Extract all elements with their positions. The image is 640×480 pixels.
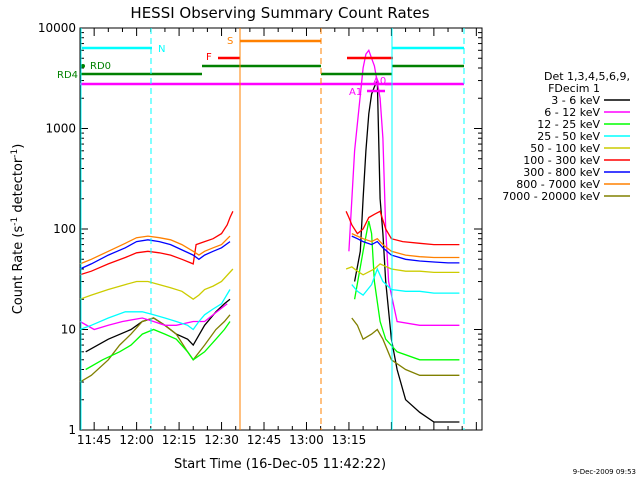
legend-label: 25 - 50 keV [537, 130, 600, 143]
state-label-f: F [206, 52, 212, 63]
chart-title: HESSI Observing Summary Count Rates [130, 4, 429, 22]
x-axis-label: Start Time (16-Dec-05 11:42:22) [174, 457, 386, 472]
y-tick-label: 1 [68, 423, 76, 437]
legend-header-1: Det 1,3,4,5,6,9, [544, 70, 630, 83]
y-tick-label: 10 [61, 323, 76, 337]
legend-label: 6 - 12 keV [544, 106, 600, 119]
rd0-marker [81, 64, 85, 68]
series-line [79, 303, 228, 331]
series-line [351, 235, 460, 264]
series-line [351, 267, 460, 296]
series-line [79, 211, 234, 276]
y-tick-label: 10000 [38, 21, 76, 35]
state-transition-lines [80, 28, 465, 430]
legend-label: 3 - 6 keV [551, 94, 600, 107]
legend-label: 50 - 100 keV [530, 142, 600, 155]
state-label-n-left: N [158, 44, 165, 55]
y-tick-label: 100 [53, 222, 76, 236]
series-line [345, 263, 460, 276]
series-line [345, 210, 460, 246]
series-lines [79, 48, 460, 423]
x-tick-labels: 11:45 12:00 12:15 12:30 12:45 13:00 13:15 [77, 433, 366, 447]
series-line [85, 321, 231, 371]
series-line [353, 220, 460, 361]
legend-header-2: FDecim 1 [548, 82, 600, 95]
x-tick-label: 12:15 [162, 433, 197, 447]
legend-label: 800 - 7000 keV [516, 178, 600, 191]
state-label-rd0: RD0 [90, 61, 111, 72]
state-label-a0: A0 [373, 76, 386, 87]
series-line [79, 289, 231, 331]
series-line [348, 48, 460, 326]
series-line [351, 233, 460, 259]
legend-label: 7000 - 20000 keV [502, 190, 600, 203]
svg-text:Count Rate (s-1 detector-1): Count Rate (s-1 detector-1) [10, 144, 26, 315]
x-tick-label: 13:00 [289, 433, 324, 447]
y-axis-label-sup1: -1 [10, 217, 20, 226]
plot-frame [79, 27, 483, 431]
x-tick-label: 11:45 [77, 433, 112, 447]
state-label-a1: A1 [349, 87, 362, 98]
series-line [351, 317, 460, 376]
state-label-s: S [227, 36, 233, 47]
y-axis-label-sup2: -1 [10, 149, 20, 158]
axis-ticks [80, 28, 482, 431]
x-tick-label: 12:45 [247, 433, 282, 447]
state-label-rd4: RD4 [57, 70, 78, 81]
legend-label: 12 - 25 keV [537, 118, 600, 131]
y-axis-label: Count Rate (s-1 detector-1) [10, 144, 26, 315]
y-tick-labels: 1 10 100 1000 10000 [38, 21, 76, 437]
legend-label: 300 - 800 keV [523, 166, 600, 179]
y-tick-label: 1000 [45, 122, 76, 136]
timestamp: 9-Dec-2009 09:53 [573, 468, 636, 476]
x-tick-label: 13:15 [332, 433, 367, 447]
x-tick-label: 12:30 [204, 433, 239, 447]
series-line [79, 268, 234, 300]
series-line [79, 239, 231, 270]
y-axis-label-main: Count Rate (s [11, 226, 26, 315]
y-axis-label-mid: detector [11, 157, 26, 217]
legend-label: 100 - 300 keV [523, 154, 600, 167]
x-tick-label: 12:00 [119, 433, 154, 447]
series-line [79, 235, 231, 265]
y-axis-label-end: ) [11, 144, 26, 149]
state-bars: N S F RD0 RD4 A1 A0 [57, 36, 464, 98]
